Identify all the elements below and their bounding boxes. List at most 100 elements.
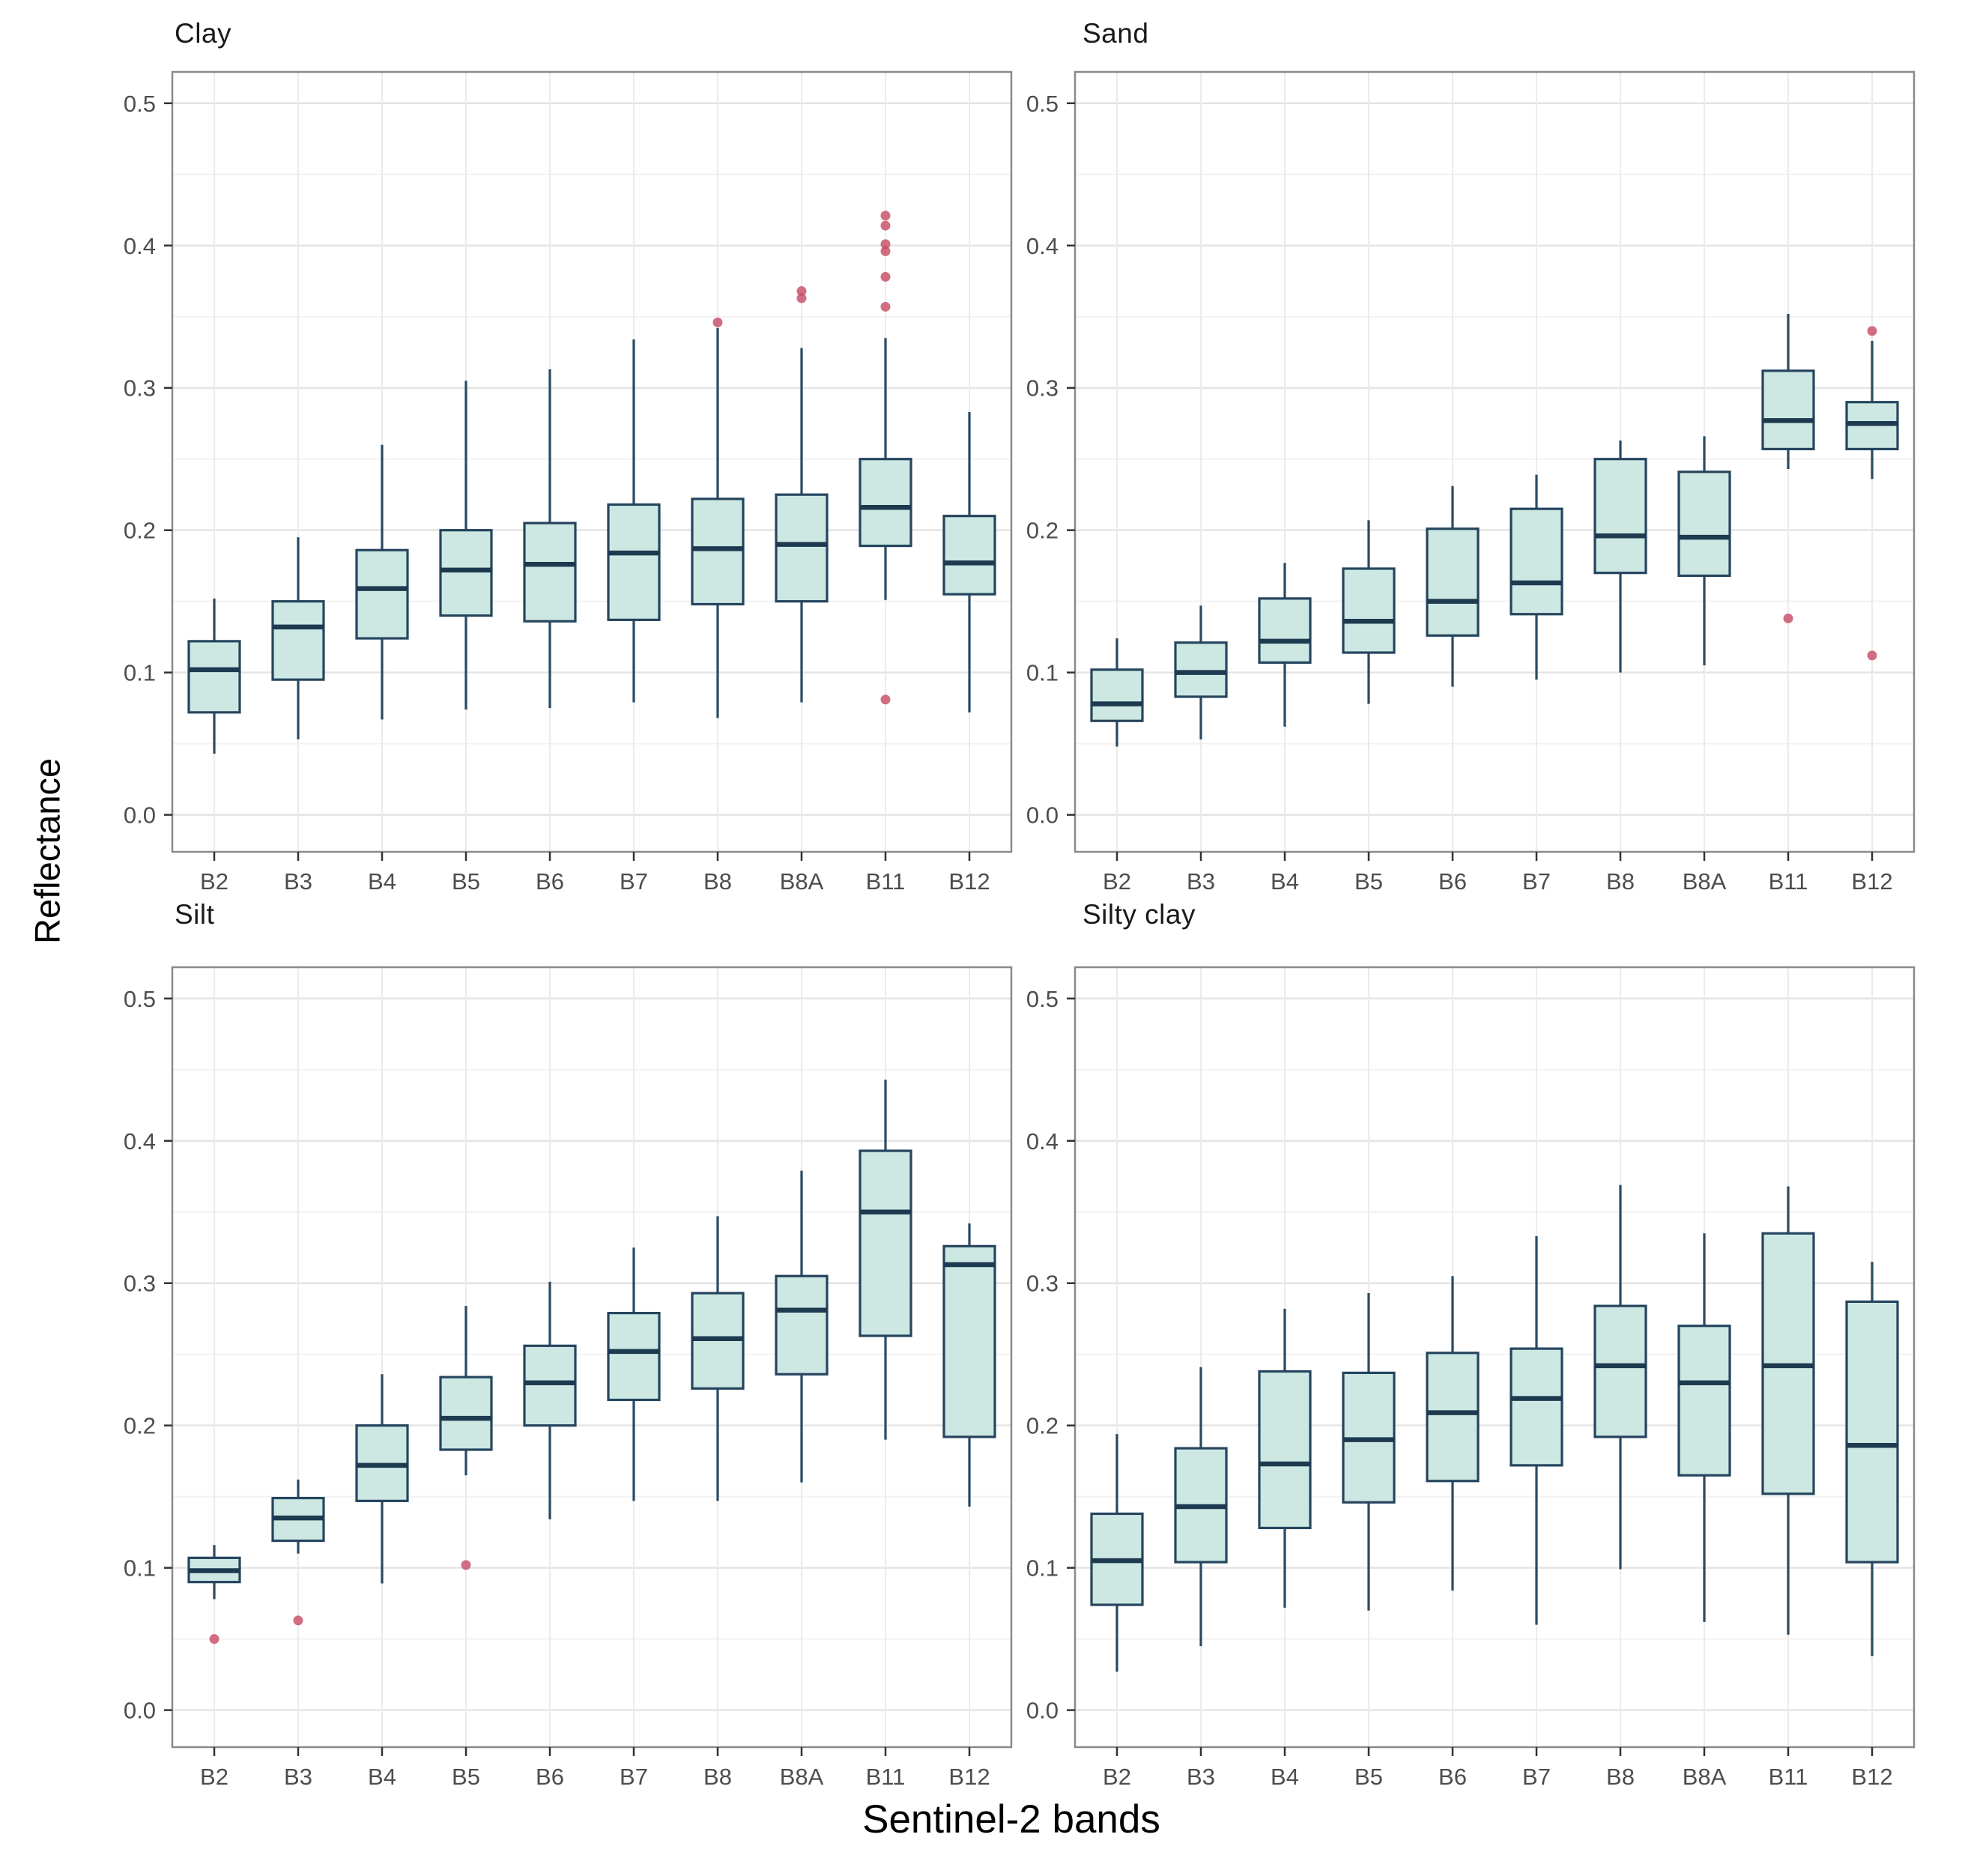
y-tick-label: 0.5: [124, 91, 156, 117]
boxplot-panel-silt: 0.0 0.1 0.2 0.3 0.4 0.5 B2 B3 B4 B5 B6 B7 B8 B8A B11 B1…: [124, 966, 1013, 1790]
x-tick-label-B3: B3: [1187, 868, 1215, 895]
panel-border: [171, 966, 1013, 1749]
x-tick-label-B5: B5: [452, 1764, 480, 1790]
x-tick-label-B12: B12: [1851, 1764, 1892, 1790]
x-tick-label-B6: B6: [536, 868, 564, 895]
x-tick-label-B12: B12: [948, 868, 990, 895]
x-axis-title: Sentinel-2 bands: [862, 1797, 1160, 1842]
y-tick-label: 0.1: [1026, 660, 1059, 686]
x-tick-label-B8A: B8A: [780, 1764, 824, 1790]
panel-title-silt: Silt: [175, 899, 215, 930]
outlier-point: [880, 301, 891, 312]
x-tick-label-B3: B3: [1187, 1764, 1215, 1790]
panel-title-clay: Clay: [175, 18, 232, 49]
x-tick-label-B8: B8: [703, 868, 732, 895]
x-tick-label-B4: B4: [368, 1764, 396, 1790]
box-B7: [1510, 1347, 1563, 1467]
outlier-point: [1867, 650, 1877, 661]
x-tick-label-B11: B11: [1769, 868, 1808, 895]
box-B4: [1258, 1370, 1312, 1530]
box-B6: [1426, 1352, 1480, 1483]
x-tick-label-B8A: B8A: [1683, 868, 1727, 895]
box-B8A: [775, 1274, 829, 1376]
y-axis-title: Reflectance: [27, 757, 67, 944]
box-B8A: [1677, 1325, 1731, 1477]
y-tick-label: 0.3: [124, 375, 156, 402]
y-tick-label: 0.1: [124, 660, 156, 686]
x-tick-label-B7: B7: [620, 1764, 648, 1790]
y-tick-label: 0.1: [124, 1555, 156, 1582]
box-B12: [1845, 1300, 1899, 1564]
x-tick-label-B6: B6: [1438, 868, 1467, 895]
box-B8: [1593, 1304, 1647, 1438]
outlier-point: [796, 286, 807, 297]
y-tick-label: 0.0: [1026, 802, 1059, 829]
box-B6: [1426, 527, 1480, 637]
box-B7: [607, 503, 661, 621]
panel-border: [1074, 966, 1916, 1749]
x-tick-label-B8: B8: [1606, 1764, 1635, 1790]
box-B5: [439, 529, 493, 617]
x-tick-label-B8: B8: [703, 1764, 732, 1790]
box-B11: [859, 458, 912, 548]
x-tick-label-B7: B7: [620, 868, 648, 895]
x-tick-label-B8: B8: [1606, 868, 1635, 895]
outlier-point: [1783, 613, 1793, 623]
box-B8A: [1677, 470, 1731, 578]
box-B8A: [775, 493, 829, 603]
x-tick-label-B3: B3: [284, 1764, 312, 1790]
box-B4: [355, 548, 409, 640]
box-B11: [859, 1149, 912, 1337]
box-B6: [523, 521, 577, 623]
box-B3: [271, 600, 325, 681]
box-B6: [523, 1344, 577, 1427]
box-B8: [1593, 458, 1647, 575]
box-B12: [942, 515, 996, 596]
panel-title-sand: Sand: [1083, 18, 1149, 49]
y-tick-label: 0.3: [1026, 375, 1059, 402]
boxplot-panel-silty-clay: 0.0 0.1 0.2 0.3 0.4 0.5 B2 B3 B4 B5 B6 B7 B8 B8A B11 B1…: [1026, 966, 1916, 1790]
box-B12: [942, 1244, 996, 1438]
x-tick-label-B12: B12: [948, 1764, 990, 1790]
y-tick-label: 0.0: [1026, 1698, 1059, 1724]
y-tick-label: 0.2: [1026, 518, 1059, 544]
outlier-point: [796, 293, 807, 303]
outlier-point: [461, 1560, 471, 1570]
box-B11: [1761, 369, 1815, 451]
outlier-point: [880, 220, 891, 231]
x-tick-label-B8A: B8A: [1683, 1764, 1727, 1790]
x-tick-label-B2: B2: [1103, 868, 1131, 895]
y-tick-label: 0.4: [124, 233, 156, 259]
x-tick-label-B7: B7: [1522, 1764, 1551, 1790]
x-tick-label-B11: B11: [866, 868, 906, 895]
x-tick-label-B7: B7: [1522, 868, 1551, 895]
box-B4: [1258, 597, 1312, 664]
outlier-point: [880, 246, 891, 256]
box-B5: [439, 1376, 493, 1451]
panel-background: [172, 967, 1011, 1747]
y-tick-label: 0.5: [1026, 91, 1059, 117]
y-tick-label: 0.0: [124, 802, 156, 829]
x-tick-label-B5: B5: [452, 868, 480, 895]
panel-background: [1075, 72, 1914, 852]
box-B7: [607, 1312, 661, 1402]
y-tick-label: 0.2: [124, 1413, 156, 1439]
y-tick-label: 0.3: [1026, 1271, 1059, 1297]
box-B5: [1342, 567, 1396, 654]
y-tick-label: 0.4: [1026, 1128, 1059, 1155]
boxplot-panel-sand: 0.0 0.1 0.2 0.3 0.4 0.5 B2 B3 B4 B5 B6 B7 B8 B8A B11 B1…: [1026, 70, 1916, 895]
x-tick-label-B2: B2: [1103, 1764, 1131, 1790]
outlier-point: [293, 1615, 303, 1626]
box-B7: [1510, 507, 1563, 616]
x-tick-label-B12: B12: [1851, 868, 1892, 895]
panel-title-silty-clay: Silty clay: [1083, 899, 1196, 930]
x-tick-label-B3: B3: [284, 868, 312, 895]
y-tick-label: 0.4: [124, 1128, 156, 1155]
x-tick-label-B4: B4: [368, 868, 396, 895]
x-tick-label-B4: B4: [1271, 1764, 1299, 1790]
box-B2: [187, 640, 241, 714]
outlier-point: [1867, 326, 1877, 336]
box-B8: [691, 497, 745, 606]
panel-border: [1074, 70, 1916, 853]
x-tick-label-B2: B2: [200, 1764, 228, 1790]
